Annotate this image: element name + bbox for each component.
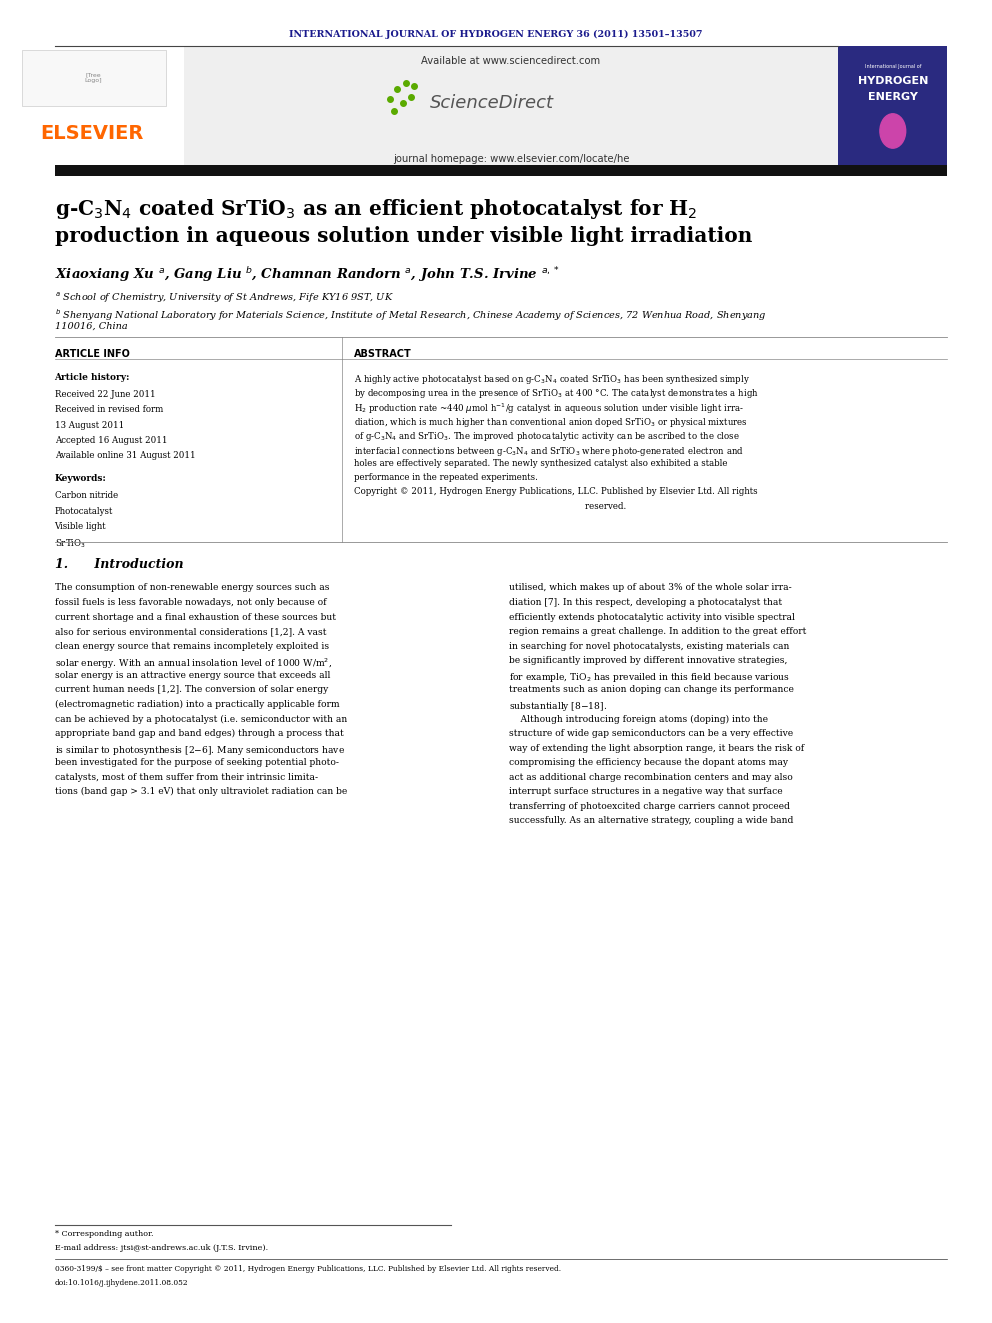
Text: diation [7]. In this respect, developing a photocatalyst that: diation [7]. In this respect, developing… [509, 598, 782, 607]
Text: tions (band gap > 3.1 eV) that only ultraviolet radiation can be: tions (band gap > 3.1 eV) that only ultr… [55, 787, 347, 796]
Text: can be achieved by a photocatalyst (i.e. semiconductor with an: can be achieved by a photocatalyst (i.e.… [55, 714, 347, 724]
Text: Accepted 16 August 2011: Accepted 16 August 2011 [55, 435, 167, 445]
Text: act as additional charge recombination centers and may also: act as additional charge recombination c… [509, 773, 793, 782]
Text: ABSTRACT: ABSTRACT [354, 349, 412, 360]
Text: of g-C$_3$N$_4$ and SrTiO$_3$. The improved photocatalytic activity can be ascri: of g-C$_3$N$_4$ and SrTiO$_3$. The impro… [354, 430, 740, 443]
Text: (electromagnetic radiation) into a practically applicable form: (electromagnetic radiation) into a pract… [55, 700, 339, 709]
Text: substantially [8$-$18].: substantially [8$-$18]. [509, 700, 607, 713]
Text: for example, TiO$_2$ has prevailed in this field because various: for example, TiO$_2$ has prevailed in th… [509, 671, 790, 684]
Text: 110016, China: 110016, China [55, 321, 127, 331]
Text: Copyright © 2011, Hydrogen Energy Publications, LLC. Published by Elsevier Ltd. : Copyright © 2011, Hydrogen Energy Public… [354, 487, 758, 496]
Text: production in aqueous solution under visible light irradiation: production in aqueous solution under vis… [55, 226, 752, 246]
Text: transferring of photoexcited charge carriers cannot proceed: transferring of photoexcited charge carr… [509, 802, 790, 811]
Text: way of extending the light absorption range, it bears the risk of: way of extending the light absorption ra… [509, 744, 805, 753]
Text: Xiaoxiang Xu $^a$, Gang Liu $^b$, Chamnan Randorn $^a$, John T.S. Irvine $^{a,*}: Xiaoxiang Xu $^a$, Gang Liu $^b$, Chamna… [55, 265, 559, 283]
Text: clean energy source that remains incompletely exploited is: clean energy source that remains incompl… [55, 642, 328, 651]
Text: Visible light: Visible light [55, 521, 106, 531]
Text: E-mail address: jtsi@st-andrews.ac.uk (J.T.S. Irvine).: E-mail address: jtsi@st-andrews.ac.uk (J… [55, 1244, 268, 1252]
Text: catalysts, most of them suffer from their intrinsic limita-: catalysts, most of them suffer from thei… [55, 773, 317, 782]
Text: appropriate band gap and band edges) through a process that: appropriate band gap and band edges) thr… [55, 729, 343, 738]
Text: INTERNATIONAL JOURNAL OF HYDROGEN ENERGY 36 (2011) 13501–13507: INTERNATIONAL JOURNAL OF HYDROGEN ENERGY… [290, 30, 702, 38]
FancyBboxPatch shape [838, 46, 947, 168]
FancyBboxPatch shape [184, 46, 838, 168]
Text: efficiently extends photocatalytic activity into visible spectral: efficiently extends photocatalytic activ… [509, 613, 795, 622]
Text: 0360-3199/$ – see front matter Copyright © 2011, Hydrogen Energy Publications, L: 0360-3199/$ – see front matter Copyright… [55, 1265, 560, 1273]
Text: HYDROGEN: HYDROGEN [858, 75, 928, 86]
Text: $^b$ Shenyang National Laboratory for Materials Science, Institute of Metal Rese: $^b$ Shenyang National Laboratory for Ma… [55, 307, 766, 323]
Text: doi:10.1016/j.ijhydene.2011.08.052: doi:10.1016/j.ijhydene.2011.08.052 [55, 1279, 188, 1287]
Text: also for serious environmental considerations [1,2]. A vast: also for serious environmental considera… [55, 627, 326, 636]
Text: SrTiO$_3$: SrTiO$_3$ [55, 537, 85, 549]
Text: solar energy is an attractive energy source that exceeds all: solar energy is an attractive energy sou… [55, 671, 330, 680]
Text: by decomposing urea in the presence of SrTiO$_3$ at 400 °C. The catalyst demonst: by decomposing urea in the presence of S… [354, 388, 759, 401]
Text: Keywords:: Keywords: [55, 474, 106, 483]
Text: ENERGY: ENERGY [868, 91, 918, 102]
Text: region remains a great challenge. In addition to the great effort: region remains a great challenge. In add… [509, 627, 806, 636]
Text: 13 August 2011: 13 August 2011 [55, 421, 124, 430]
Text: International Journal of: International Journal of [865, 64, 921, 69]
Text: 1.      Introduction: 1. Introduction [55, 558, 184, 572]
Text: Available at www.sciencedirect.com: Available at www.sciencedirect.com [422, 56, 600, 66]
Text: interfacial connections between g-C$_3$N$_4$ and SrTiO$_3$ where photo-generated: interfacial connections between g-C$_3$N… [354, 445, 744, 458]
Text: in searching for novel photocatalysts, existing materials can: in searching for novel photocatalysts, e… [509, 642, 790, 651]
Text: Although introducing foreign atoms (doping) into the: Although introducing foreign atoms (dopi… [509, 714, 768, 724]
Text: The consumption of non-renewable energy sources such as: The consumption of non-renewable energy … [55, 583, 329, 593]
Text: Received 22 June 2011: Received 22 June 2011 [55, 390, 155, 400]
Text: solar energy. With an annual insolation level of 1000 W/m$^2$,: solar energy. With an annual insolation … [55, 656, 331, 671]
Text: ScienceDirect: ScienceDirect [430, 94, 554, 112]
Text: compromising the efficiency because the dopant atoms may: compromising the efficiency because the … [509, 758, 788, 767]
Text: Photocatalyst: Photocatalyst [55, 507, 113, 516]
Text: diation, which is much higher than conventional anion doped SrTiO$_3$ or physica: diation, which is much higher than conve… [354, 415, 748, 429]
Text: current human needs [1,2]. The conversion of solar energy: current human needs [1,2]. The conversio… [55, 685, 327, 695]
Text: Received in revised form: Received in revised form [55, 405, 163, 414]
Text: ARTICLE INFO: ARTICLE INFO [55, 349, 129, 360]
Text: been investigated for the purpose of seeking potential photo-: been investigated for the purpose of see… [55, 758, 338, 767]
Text: [Tree
Logo]: [Tree Logo] [84, 73, 102, 83]
Text: Article history:: Article history: [55, 373, 130, 382]
Text: structure of wide gap semiconductors can be a very effective: structure of wide gap semiconductors can… [509, 729, 793, 738]
Text: Carbon nitride: Carbon nitride [55, 491, 118, 500]
Text: interrupt surface structures in a negative way that surface: interrupt surface structures in a negati… [509, 787, 783, 796]
Text: current shortage and a final exhaustion of these sources but: current shortage and a final exhaustion … [55, 613, 335, 622]
Text: $^a$ School of Chemistry, University of St Andrews, Fife KY16 9ST, UK: $^a$ School of Chemistry, University of … [55, 291, 394, 306]
Text: is similar to photosynthesis [2$-$6]. Many semiconductors have: is similar to photosynthesis [2$-$6]. Ma… [55, 744, 344, 757]
Text: reserved.: reserved. [354, 501, 626, 511]
Text: be significantly improved by different innovative strategies,: be significantly improved by different i… [509, 656, 788, 665]
Text: performance in the repeated experiments.: performance in the repeated experiments. [354, 474, 538, 482]
Text: H$_2$ production rate ~440 $\mu$mol h$^{-1}$/g catalyst in aqueous solution unde: H$_2$ production rate ~440 $\mu$mol h$^{… [354, 402, 744, 415]
Text: utilised, which makes up of about 3% of the whole solar irra-: utilised, which makes up of about 3% of … [509, 583, 792, 593]
Circle shape [880, 114, 906, 148]
Text: Available online 31 August 2011: Available online 31 August 2011 [55, 451, 195, 460]
Text: fossil fuels is less favorable nowadays, not only because of: fossil fuels is less favorable nowadays,… [55, 598, 326, 607]
Text: * Corresponding author.: * Corresponding author. [55, 1230, 153, 1238]
Text: holes are effectively separated. The newly synthesized catalyst also exhibited a: holes are effectively separated. The new… [354, 459, 728, 468]
Text: journal homepage: www.elsevier.com/locate/he: journal homepage: www.elsevier.com/locat… [393, 153, 629, 164]
Text: ELSEVIER: ELSEVIER [41, 124, 144, 143]
Text: A highly active photocatalyst based on g-C$_3$N$_4$ coated SrTiO$_3$ has been sy: A highly active photocatalyst based on g… [354, 373, 750, 386]
FancyBboxPatch shape [22, 50, 166, 106]
Text: g-C$_3$N$_4$ coated SrTiO$_3$ as an efficient photocatalyst for H$_2$: g-C$_3$N$_4$ coated SrTiO$_3$ as an effi… [55, 197, 697, 221]
Text: treatments such as anion doping can change its performance: treatments such as anion doping can chan… [509, 685, 794, 695]
FancyBboxPatch shape [55, 165, 947, 176]
Text: successfully. As an alternative strategy, coupling a wide band: successfully. As an alternative strategy… [509, 816, 794, 826]
